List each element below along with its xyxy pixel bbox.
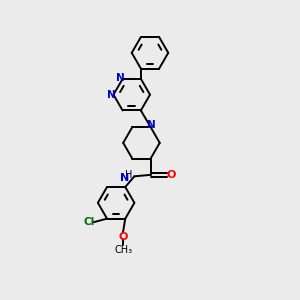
Text: O: O [166,170,176,180]
Text: N: N [120,173,129,183]
Text: H: H [125,170,133,180]
Text: CH₃: CH₃ [114,245,133,255]
Text: N: N [147,120,156,130]
Text: Cl: Cl [84,218,95,227]
Text: N: N [116,73,125,83]
Text: N: N [107,90,116,100]
Text: O: O [119,232,128,242]
